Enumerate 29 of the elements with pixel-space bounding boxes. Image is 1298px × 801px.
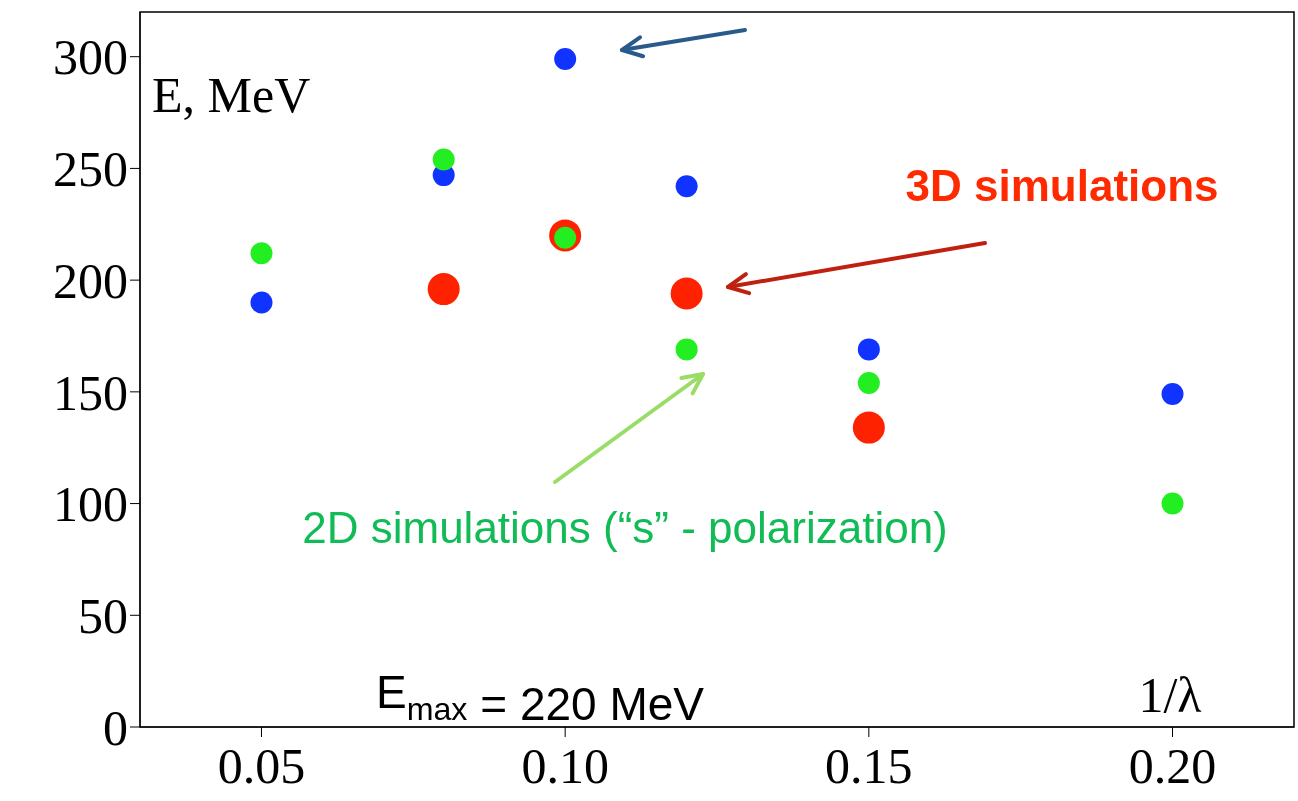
point xyxy=(857,338,880,361)
x-tick-label: 0.15 xyxy=(825,737,913,794)
point xyxy=(670,277,703,310)
point xyxy=(857,371,880,394)
y-tick-label: 100 xyxy=(53,476,128,533)
y-tick-label: 200 xyxy=(53,252,128,309)
point xyxy=(675,338,698,361)
point xyxy=(554,47,577,70)
point xyxy=(1161,383,1184,406)
y-axis-title: E, MeV xyxy=(152,67,311,123)
point xyxy=(427,273,460,306)
point xyxy=(675,175,698,198)
annotation: 2D simulations (“s” - polarization) xyxy=(302,503,948,552)
x-tick-label: 0.20 xyxy=(1128,737,1217,794)
y-tick-label: 0 xyxy=(103,699,128,756)
y-tick-label: 150 xyxy=(53,364,128,421)
y-tick-label: 250 xyxy=(53,141,128,198)
point xyxy=(1161,492,1184,515)
y-tick-label: 300 xyxy=(53,29,128,86)
point xyxy=(250,242,273,265)
y-tick-label: 50 xyxy=(78,588,128,645)
x-tick-label: 0.10 xyxy=(521,737,609,794)
x-axis-title: 1/λ xyxy=(1138,667,1202,723)
point xyxy=(432,148,455,171)
point xyxy=(852,411,885,444)
point xyxy=(250,291,273,314)
annotation: 3D simulations xyxy=(905,161,1219,210)
x-tick-label: 0.05 xyxy=(217,737,306,794)
annotation: E$_{max}$ = 220 MeV xyxy=(375,666,705,730)
